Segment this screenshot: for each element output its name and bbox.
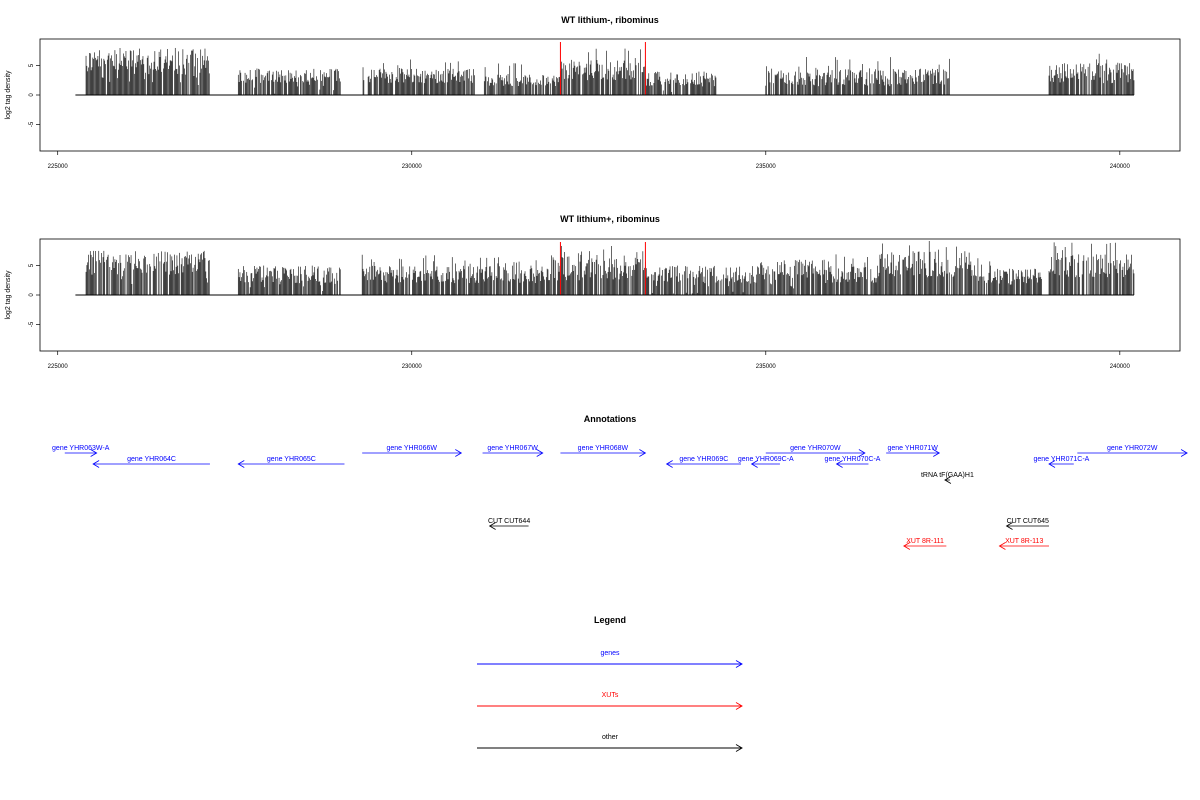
x-tick-label: 235000 — [756, 164, 777, 170]
x-tick-label: 230000 — [402, 364, 423, 370]
x-tick-label: 240000 — [1110, 164, 1131, 170]
feature-label: XUT 8R-111 — [906, 538, 944, 545]
y-tick-label: -5 — [29, 321, 35, 327]
annotation-feature: gene YHR063W-A — [52, 445, 110, 457]
annotation-feature: gene YHR066W — [362, 445, 463, 457]
legend-label: genes — [600, 650, 620, 657]
region-markers — [559, 42, 646, 95]
feature-arrow-head — [1180, 449, 1188, 457]
feature-arrow-head — [903, 542, 911, 550]
legend-title: Legend — [594, 615, 626, 625]
annotation-feature: gene YHR069C — [665, 456, 741, 468]
panel-title: WT lithium+, ribominus — [560, 214, 660, 224]
feature-label: gene YHR071W — [887, 445, 938, 452]
annotation-feature: tRNA tF(GAA)H1 — [921, 472, 974, 484]
feature-label: gene YHR065C — [267, 456, 316, 463]
feature-label: gene YHR069C — [679, 456, 728, 463]
feature-arrow-head — [92, 460, 100, 468]
y-tick-label: 0 — [29, 293, 35, 297]
legend: Legend genes XUTs other — [477, 615, 743, 752]
feature-label: XUT 8R-113 — [1005, 538, 1043, 545]
x-tick-label: 230000 — [402, 164, 423, 170]
feature-label: gene YHR070W — [790, 445, 841, 452]
legend-arrow-head — [735, 660, 743, 668]
feature-label: gene YHR066W — [387, 445, 438, 452]
annotation-feature: CUT CUT644 — [488, 518, 530, 530]
feature-arrow-head — [944, 476, 952, 484]
feature-label: gene YHR071C-A — [1033, 456, 1089, 463]
x-axis: 225000 230000 235000 240000 — [48, 151, 1131, 170]
y-axis-label: log2 tag density — [5, 70, 12, 120]
feature-arrow-head — [1005, 522, 1013, 530]
x-tick-label: 235000 — [756, 364, 777, 370]
feature-arrow-head — [858, 449, 866, 457]
legend-items: genes XUTs other — [477, 650, 743, 752]
feature-arrow-head — [933, 449, 941, 457]
feature-arrow-head — [750, 460, 758, 468]
annotation-feature: gene YHR070W — [765, 445, 866, 457]
y-tick-label: -5 — [29, 121, 35, 127]
y-tick-label: 5 — [29, 63, 35, 67]
coverage-bars — [85, 47, 1135, 95]
feature-label: CUT CUT644 — [488, 518, 530, 525]
legend-label: XUTs — [602, 692, 619, 699]
feature-arrow-head — [237, 460, 245, 468]
annotation-feature: gene YHR067W — [482, 445, 544, 457]
y-axis: -5 0 5 — [29, 63, 40, 127]
legend-arrow-head — [735, 744, 743, 752]
annotation-feature: gene YHR071W — [886, 445, 941, 457]
annotation-feature: gene YHR064C — [92, 456, 210, 468]
feature-arrow-head — [536, 449, 544, 457]
legend-item: XUTs — [477, 692, 743, 710]
feature-label: gene YHR069C-A — [738, 456, 794, 463]
legend-item: genes — [477, 650, 743, 668]
feature-label: gene YHR064C — [127, 456, 176, 463]
feature-label: gene YHR072W — [1107, 445, 1158, 452]
annotation-feature: gene YHR071C-A — [1033, 456, 1090, 468]
feature-label: gene YHR070C-A — [825, 456, 881, 463]
x-tick-label: 240000 — [1110, 364, 1131, 370]
feature-label: gene YHR067W — [487, 445, 538, 452]
y-axis-label: log2 tag density — [5, 270, 12, 320]
legend-arrow-head — [735, 702, 743, 710]
coverage-bars — [85, 240, 1135, 295]
panel-wt-lithium-minus: WT lithium-, ribominus 225000 230000 23500… — [5, 15, 1181, 170]
feature-arrow-head — [488, 522, 496, 530]
panel-wt-lithium-plus: WT lithium+, ribominus 225000 230000 23500… — [5, 214, 1181, 370]
legend-item: other — [477, 734, 743, 752]
legend-label: other — [602, 734, 619, 741]
annotation-features: gene YHR063W-A gene YHR064C gene YHR065C ge… — [52, 445, 1188, 550]
feature-arrow-head — [835, 460, 843, 468]
annotation-feature: gene YHR065C — [237, 456, 345, 468]
feature-arrow-head — [1048, 460, 1056, 468]
feature-arrow-head — [998, 542, 1006, 550]
annotation-feature: gene YHR068W — [560, 445, 647, 457]
x-tick-label: 225000 — [48, 164, 69, 170]
region-markers — [559, 242, 646, 295]
feature-arrow-head — [639, 449, 647, 457]
annotation-feature: gene YHR069C-A — [738, 456, 794, 468]
feature-arrow-head — [90, 449, 98, 457]
annotation-feature: CUT CUT645 — [1005, 518, 1050, 530]
feature-label: CUT CUT645 — [1007, 518, 1049, 525]
x-tick-label: 225000 — [48, 364, 69, 370]
feature-label: tRNA tF(GAA)H1 — [921, 472, 974, 479]
annotation-feature: gene YHR070C-A — [825, 456, 881, 468]
feature-arrow-head — [455, 449, 463, 457]
y-tick-label: 0 — [29, 93, 35, 97]
y-axis: -5 0 5 — [29, 263, 40, 327]
feature-label: gene YHR063W-A — [52, 445, 110, 452]
annotation-feature: XUT 8R-113 — [998, 538, 1050, 550]
feature-arrow-head — [665, 460, 673, 468]
annotation-feature: XUT 8R-111 — [903, 538, 947, 550]
annotation-feature: gene YHR072W — [1077, 445, 1188, 457]
feature-label: gene YHR068W — [578, 445, 629, 452]
annotations-title: Annotations — [584, 414, 637, 424]
y-tick-label: 5 — [29, 263, 35, 267]
panel-title: WT lithium-, ribominus — [561, 15, 659, 25]
x-axis: 225000 230000 235000 240000 — [48, 351, 1131, 370]
